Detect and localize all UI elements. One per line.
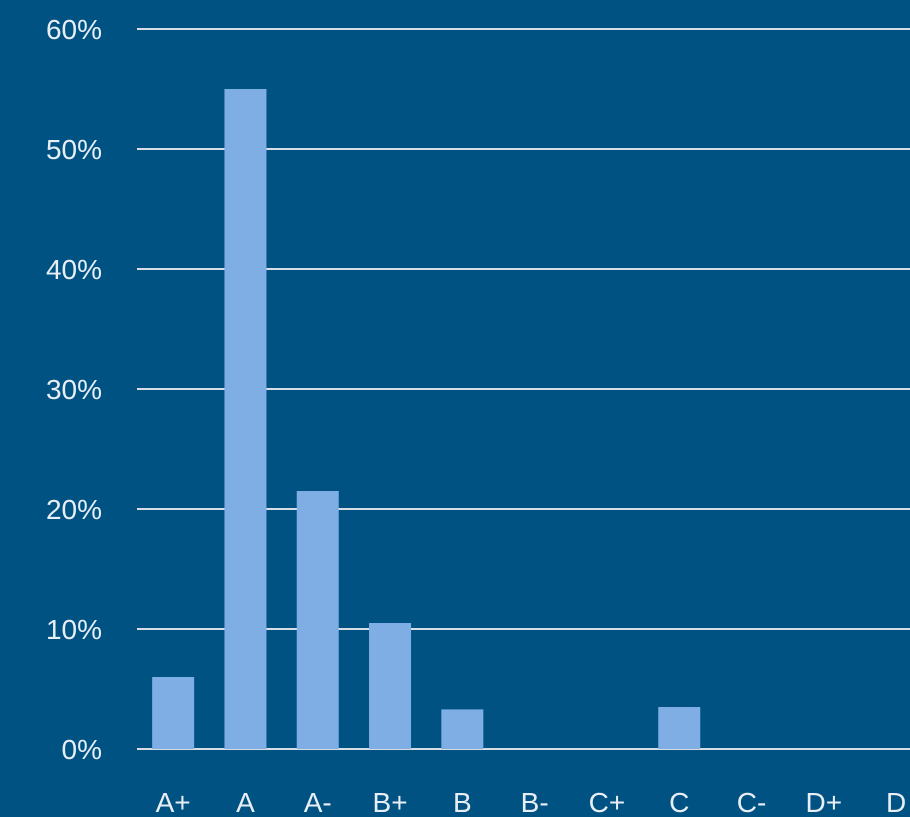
x-category-label: B-: [521, 787, 549, 817]
x-category-label: B: [453, 787, 472, 817]
bar-aminus: [296, 491, 339, 749]
x-category-label: B+: [373, 787, 408, 817]
x-category-label: C+: [589, 787, 626, 817]
bars: [152, 89, 701, 749]
bar-bplus: [369, 623, 412, 749]
y-tick-label: 40%: [46, 254, 102, 285]
y-tick-label: 0%: [62, 734, 102, 765]
y-tick-label: 20%: [46, 494, 102, 525]
x-category-label: A+: [156, 787, 191, 817]
x-category-label: C: [669, 787, 689, 817]
y-axis-tick-labels: 0% 10% 20% 30% 40% 50% 60%: [46, 14, 102, 765]
y-tick-label: 60%: [46, 14, 102, 45]
x-category-label: D+: [806, 787, 843, 817]
x-category-label: D: [886, 787, 906, 817]
y-tick-label: 50%: [46, 134, 102, 165]
y-tick-label: 10%: [46, 614, 102, 645]
y-tick-label: 30%: [46, 374, 102, 405]
x-category-label: C-: [737, 787, 767, 817]
x-category-label: A: [236, 787, 255, 817]
x-category-label: A-: [304, 787, 332, 817]
bar-c: [658, 707, 701, 749]
bar-a: [224, 89, 267, 749]
x-axis-category-labels: A+ A A- B+ B B- C+ C C- D+ D: [156, 787, 907, 817]
bar-aplus: [152, 677, 195, 749]
bar-b: [441, 709, 484, 749]
